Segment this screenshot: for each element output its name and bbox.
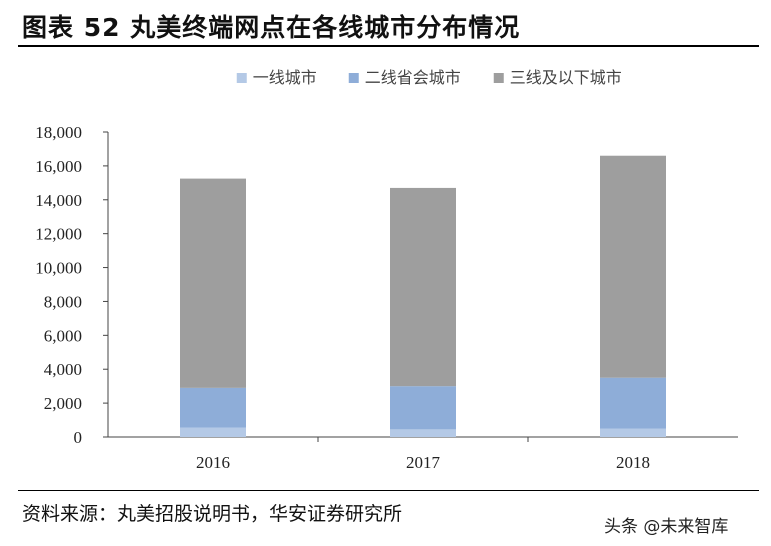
bar-segment-3-2017 [390, 187, 456, 387]
title-divider [18, 45, 759, 47]
x-tick-label: 2017 [406, 453, 441, 472]
y-tick-label: 10,000 [35, 259, 82, 278]
x-tick-label: 2018 [616, 453, 650, 472]
bar-segment-3-2016 [180, 178, 246, 388]
legend-label-2: 二线省会城市 [365, 68, 461, 87]
legend-swatch-3 [493, 73, 504, 83]
y-tick-label: 12,000 [35, 225, 82, 244]
bar-segment-1-2017 [390, 429, 456, 437]
legend-label-1: 一线城市 [253, 68, 317, 87]
source-divider [18, 490, 759, 491]
x-tick-label: 2016 [196, 453, 230, 472]
legend-swatch-1 [236, 73, 247, 83]
legend-swatch-2 [348, 73, 359, 83]
y-tick-label: 0 [74, 428, 83, 447]
legend-label-3: 三线及以下城市 [510, 68, 622, 87]
chart-title: 图表 52 丸美终端网点在各线城市分布情况 [22, 13, 521, 42]
watermark: 头条 @未来智库 [604, 517, 729, 537]
stacked-bar-chart: 一线城市 二线省会城市 三线及以下城市 0 2,000 4,000 6,000 8,000 1… [35, 68, 738, 472]
chart-legend: 一线城市 二线省会城市 三线及以下城市 [236, 68, 622, 87]
bar-segment-1-2016 [180, 427, 246, 437]
y-tick-label: 2,000 [44, 394, 82, 413]
bar-segment-2-2018 [600, 377, 666, 429]
bar-segment-1-2018 [600, 428, 666, 437]
y-tick-label: 14,000 [35, 191, 82, 210]
y-tick-label: 8,000 [44, 292, 82, 311]
source-note: 资料来源：丸美招股说明书，华安证券研究所 [22, 503, 403, 525]
y-tick-label: 4,000 [44, 360, 82, 379]
y-tick-label: 16,000 [35, 157, 82, 176]
bar-segment-3-2018 [600, 155, 666, 378]
chart-bars [180, 155, 666, 437]
bar-segment-2-2017 [390, 386, 456, 430]
y-tick-label: 18,000 [35, 123, 82, 142]
y-tick-label: 6,000 [44, 326, 82, 345]
bar-segment-2-2016 [180, 387, 246, 428]
